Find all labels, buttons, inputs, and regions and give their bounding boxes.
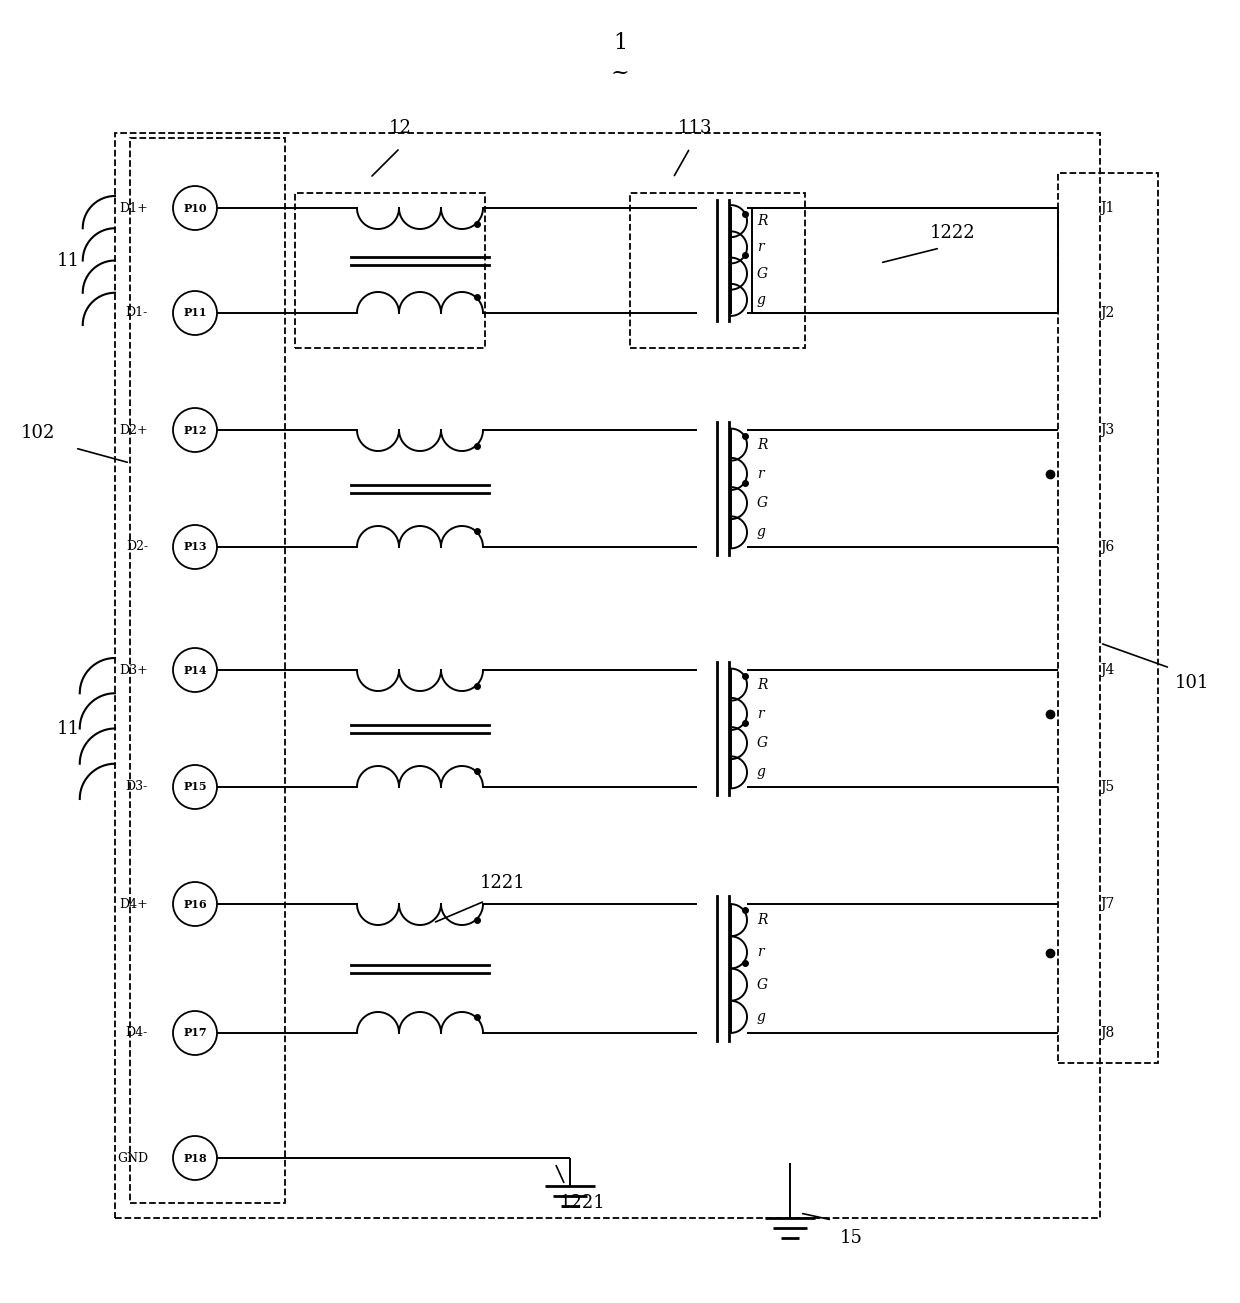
Text: ~: ~ [610, 63, 630, 83]
Bar [1058, 173, 1158, 1063]
Text: D3-: D3- [125, 780, 148, 794]
Text: g: g [756, 525, 766, 539]
Text: R: R [756, 214, 768, 228]
Text: 1: 1 [613, 33, 627, 53]
Text: r: r [756, 466, 764, 481]
Text: P12: P12 [184, 425, 207, 435]
Text: r: r [756, 706, 764, 721]
Text: P17: P17 [184, 1028, 207, 1038]
Text: P14: P14 [184, 665, 207, 675]
Text: J7: J7 [1100, 896, 1115, 911]
Bar [630, 193, 805, 348]
Text: D4+: D4+ [119, 898, 148, 911]
Text: 101: 101 [1176, 674, 1209, 692]
Text: G: G [756, 496, 768, 511]
Bar [115, 133, 1100, 1218]
Text: 15: 15 [839, 1229, 863, 1247]
Text: P18: P18 [184, 1152, 207, 1164]
Text: 102: 102 [21, 423, 55, 442]
Text: P15: P15 [184, 782, 207, 792]
Text: r: r [756, 946, 764, 959]
Text: D4-: D4- [125, 1027, 148, 1040]
Text: g: g [756, 293, 766, 308]
Text: R: R [756, 438, 768, 452]
Bar [130, 138, 285, 1203]
Text: D1-: D1- [125, 306, 148, 319]
Text: J6: J6 [1100, 539, 1115, 554]
Text: 1221: 1221 [560, 1194, 606, 1212]
Text: J4: J4 [1100, 663, 1115, 678]
Text: R: R [756, 913, 768, 928]
Text: GND: GND [117, 1152, 148, 1165]
Text: P13: P13 [184, 542, 207, 552]
Text: r: r [756, 240, 764, 254]
Text: g: g [756, 765, 766, 779]
Bar [295, 193, 485, 348]
Text: J5: J5 [1100, 780, 1115, 794]
Text: 1221: 1221 [480, 874, 526, 893]
Text: D2-: D2- [126, 541, 148, 554]
Text: J8: J8 [1100, 1025, 1115, 1040]
Text: 1222: 1222 [930, 224, 976, 242]
Text: P11: P11 [184, 308, 207, 318]
Text: 12: 12 [388, 119, 412, 137]
Text: 113: 113 [678, 119, 712, 137]
Text: J3: J3 [1100, 423, 1115, 437]
Text: P16: P16 [184, 899, 207, 909]
Text: G: G [756, 977, 768, 992]
Text: D2+: D2+ [119, 423, 148, 437]
Text: g: g [756, 1010, 766, 1024]
Text: R: R [756, 678, 768, 692]
Text: D3+: D3+ [119, 663, 148, 676]
Text: D1+: D1+ [119, 202, 148, 215]
Text: 11: 11 [57, 251, 79, 270]
Text: G: G [756, 736, 768, 751]
Text: P10: P10 [184, 202, 207, 214]
Text: J1: J1 [1100, 201, 1115, 215]
Text: 11: 11 [57, 721, 79, 737]
Text: J2: J2 [1100, 306, 1115, 321]
Text: G: G [756, 267, 768, 280]
